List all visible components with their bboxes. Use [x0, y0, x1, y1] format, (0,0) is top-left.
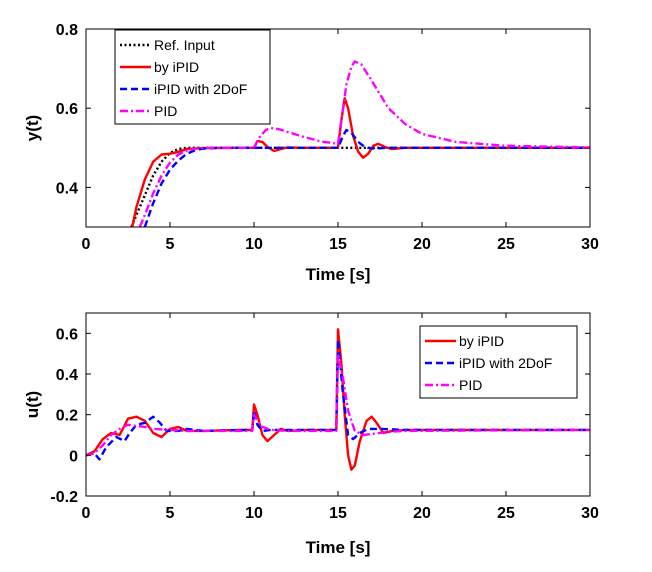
bottom-plot-y-tick-label: 0.4: [56, 367, 78, 384]
top-plot-x-tick-label: 5: [166, 236, 175, 253]
bottom-plot-y-tick-label: -0.2: [50, 489, 78, 506]
bottom-plot-y-tick-label: 0: [69, 448, 78, 465]
top-plot-y-tick-label: 0.4: [56, 180, 78, 197]
bottom-plot-x-tick-label: 10: [245, 505, 263, 522]
bottom-plot-series-by-ipid: [86, 328, 590, 471]
bottom-plot-x-tick-label: 30: [581, 505, 599, 522]
bottom-plot-series-ipid-with-2dof: [86, 338, 590, 461]
top-plot-y-axis-label: y(t): [23, 115, 42, 141]
bottom-plot-x-axis-label: Time [s]: [306, 538, 371, 557]
bottom-plot-y-tick-label: 0.2: [56, 408, 78, 425]
top-plot-legend-box: [114, 29, 271, 125]
top-plot-series-ref-input: [130, 146, 590, 227]
top-plot-x-tick-label: 10: [245, 236, 263, 253]
bottom-plot-x-tick-label: 25: [497, 505, 515, 522]
top-plot-y-tick-label: 0.6: [56, 101, 78, 118]
bottom-plot-legend-label-pid: PID: [459, 377, 482, 393]
top-plot-series-pid: [138, 60, 590, 227]
bottom-plot-x-tick-label: 15: [329, 505, 347, 522]
top-plot-y: 0 5 10 15 20 25 30 0.4 0.6 0.8 Time [s] y(t) Ref.…: [23, 22, 599, 284]
top-plot-x-tick-label: 20: [413, 236, 431, 253]
top-plot-x-tick-label: 30: [581, 236, 599, 253]
bottom-plot-legend: by iPID iPID with 2DoF PID: [419, 325, 578, 399]
top-plot-legend-label-ref-input: Ref. Input: [154, 37, 215, 53]
top-plot-y-tick-label: 0.8: [56, 22, 78, 39]
top-plot-legend: Ref. Input by iPID iPID with 2DoF PID: [114, 29, 271, 125]
top-plot-x-tick-label: 0: [82, 236, 91, 253]
bottom-plot-legend-label-ipid-with-2dof: iPID with 2DoF: [459, 355, 552, 371]
bottom-plot-y-axis-label: u(t): [23, 391, 42, 418]
bottom-plot-legend-label-by-ipid: by iPID: [459, 333, 504, 349]
top-plot-series-ipid-with-2dof: [143, 128, 590, 227]
top-plot-legend-label-ipid-with-2dof: iPID with 2DoF: [154, 81, 247, 97]
top-plot-legend-label-by-ipid: by iPID: [154, 59, 199, 75]
top-plot-legend-label-pid: PID: [154, 103, 177, 119]
top-plot-x-tick-label: 25: [497, 236, 515, 253]
top-plot-series-by-ipid: [131, 97, 590, 227]
bottom-plot-u: 0 5 10 15 20 25 30-0.200.20.40.6 Time [s] u(t)…: [23, 312, 599, 557]
top-plot-x-axis-label: Time [s]: [306, 265, 371, 284]
top-plot-x-tick-label: 15: [329, 236, 347, 253]
bottom-plot-x-tick-label: 20: [413, 505, 431, 522]
bottom-plot-y-tick-label: 0.6: [56, 326, 78, 343]
bottom-plot-x-tick-label: 0: [82, 505, 91, 522]
bottom-plot-x-tick-label: 5: [166, 505, 175, 522]
bottom-plot-series-pid: [86, 352, 590, 457]
